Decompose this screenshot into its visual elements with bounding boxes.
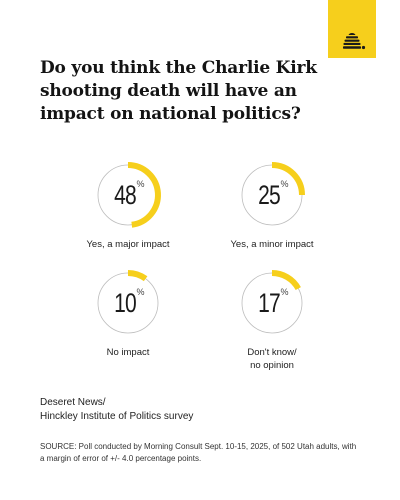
percent-readout: 17 % xyxy=(239,270,305,336)
percent-readout: 48 % xyxy=(95,162,161,228)
ring-arc-value xyxy=(127,270,148,282)
percent-sign: % xyxy=(280,287,289,297)
source-note: SOURCE: Poll conducted by Morning Consul… xyxy=(40,442,357,463)
beehive-icon xyxy=(343,33,366,50)
stat-no-impact: 10 % No impact xyxy=(48,270,208,390)
deseret-news-logo xyxy=(328,0,376,58)
donut-ring: 25 % xyxy=(239,162,305,228)
percent-sign: % xyxy=(136,179,145,189)
donut-ring: 17 % xyxy=(239,270,305,336)
survey-credit: Deseret News/ Hinckley Institute of Poli… xyxy=(40,397,194,422)
percent-sign: % xyxy=(280,179,289,189)
ring-arc-value xyxy=(271,270,301,291)
percent-readout: 10 % xyxy=(95,270,161,336)
page-title: Do you think the Charlie Kirk shooting d… xyxy=(40,58,317,124)
percent-value: 17 xyxy=(258,287,282,318)
percent-value: 10 xyxy=(114,287,138,318)
percent-value: 48 xyxy=(114,179,138,210)
percent-sign: % xyxy=(136,287,145,297)
stat-label: Yes, a major impact xyxy=(86,239,170,250)
stat-minor-impact: 25 % Yes, a minor impact xyxy=(192,162,352,282)
donut-ring: 48 % xyxy=(95,162,161,228)
ring-arc-value xyxy=(127,162,161,228)
stat-dont-know: 17 % Don't know/ no opinion xyxy=(192,270,352,390)
stat-label: Don't know/ no opinion xyxy=(247,347,297,371)
donut-ring: 10 % xyxy=(95,270,161,336)
stat-label: No impact xyxy=(106,347,150,358)
percent-value: 25 xyxy=(258,179,282,210)
stat-label: Yes, a minor impact xyxy=(230,239,314,250)
stat-major-impact: 48 % Yes, a major impact xyxy=(48,162,208,282)
ring-arc-value xyxy=(271,162,305,196)
percent-readout: 25 % xyxy=(239,162,305,228)
